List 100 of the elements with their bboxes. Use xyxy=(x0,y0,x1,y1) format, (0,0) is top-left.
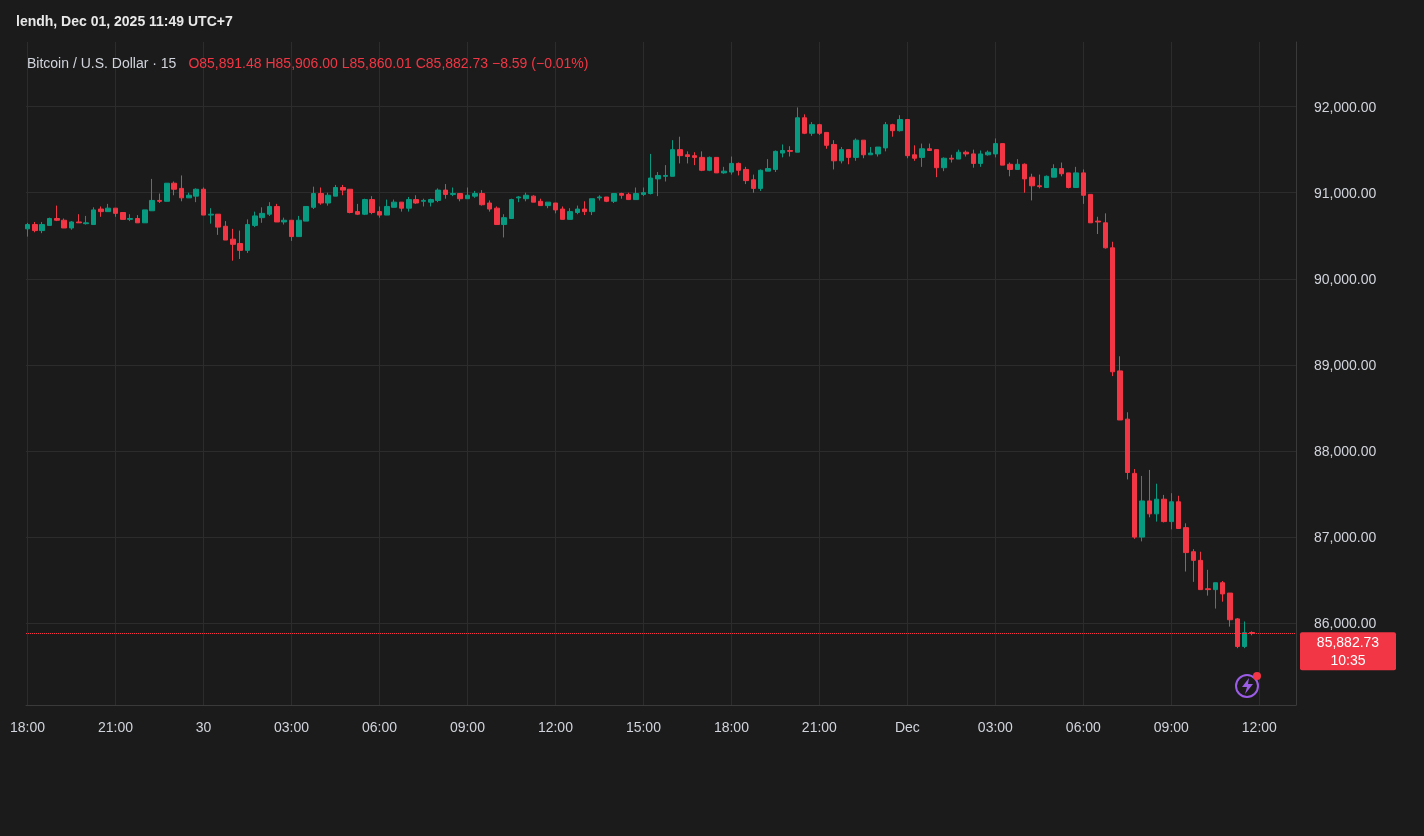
candlestick xyxy=(1037,174,1042,189)
candlestick xyxy=(971,149,976,169)
candlestick xyxy=(853,137,859,162)
candlestick xyxy=(1227,592,1233,628)
candlestick xyxy=(641,187,646,197)
candlestick xyxy=(1073,166,1079,189)
candlestick xyxy=(765,158,771,172)
candlestick xyxy=(883,121,888,152)
candlestick xyxy=(956,149,961,160)
candlestick xyxy=(127,213,133,222)
candlestick xyxy=(545,201,551,209)
candlestick xyxy=(949,154,954,164)
candlestick xyxy=(677,136,683,164)
candlestick xyxy=(809,121,815,137)
candlestick xyxy=(934,149,939,178)
candlestick xyxy=(582,200,587,216)
candlestick xyxy=(1103,212,1108,250)
candlestick xyxy=(179,174,184,202)
candlestick xyxy=(1088,193,1093,224)
candlestick xyxy=(787,145,793,158)
annotation: O85,891.48 H85,906.00 L85,860.01 C85,882.73 −8.59 (−0.01%) xyxy=(188,55,589,71)
candlestick xyxy=(1015,158,1020,170)
candlestick xyxy=(538,198,543,207)
candlestick xyxy=(399,201,404,213)
candlestick xyxy=(479,189,485,207)
text: Bitcoin / U.S. Dollar · 15 xyxy=(27,55,177,71)
candlestick xyxy=(274,203,280,223)
candlestick xyxy=(201,187,206,216)
candlestick xyxy=(523,192,529,202)
candlestick xyxy=(362,198,368,216)
candlestick xyxy=(890,123,895,138)
candlestick xyxy=(663,164,668,182)
candlestick xyxy=(919,143,925,168)
candlestick xyxy=(589,198,595,216)
candlestick xyxy=(670,139,675,177)
candlestick xyxy=(1117,355,1123,421)
candlestick xyxy=(1191,548,1196,583)
candlestick xyxy=(714,156,719,174)
y-tick-label: 88,000.00 xyxy=(1314,442,1377,459)
candlestick xyxy=(1161,494,1167,523)
candlestick xyxy=(868,146,873,156)
candlestick xyxy=(978,149,983,168)
candlestick xyxy=(1125,411,1130,480)
y-tick-label: 92,000.00 xyxy=(1314,98,1377,115)
candlestick xyxy=(406,196,412,213)
candlestick xyxy=(751,174,756,194)
x-tick-label: 18:00 xyxy=(713,719,750,735)
candlestick xyxy=(267,201,272,217)
candlestick xyxy=(1059,162,1064,177)
candlestick xyxy=(1029,173,1035,201)
x-tick-label: 03:00 xyxy=(977,719,1014,735)
candlestick xyxy=(1176,495,1181,529)
candlestick xyxy=(69,220,74,231)
x-tick-label: 12:00 xyxy=(537,719,574,735)
y-tick-label: 87,000.00 xyxy=(1314,529,1377,546)
candlestick xyxy=(98,205,104,218)
candlestick xyxy=(575,205,580,215)
chart-title: lendh, Dec 01, 2025 11:49 UTC+7 xyxy=(16,13,233,29)
candlestick xyxy=(465,187,470,200)
candlestick xyxy=(450,187,456,197)
candlestick xyxy=(1139,475,1145,542)
candlestick xyxy=(692,151,697,166)
candlestick xyxy=(171,180,177,196)
candlestick xyxy=(1242,620,1247,649)
x-tick-label: 06:00 xyxy=(1065,719,1102,735)
candlestick xyxy=(1081,168,1086,205)
candlestick xyxy=(795,106,800,153)
candlestick xyxy=(633,187,639,201)
candlestick xyxy=(531,194,536,203)
candlestick xyxy=(120,211,126,220)
candlestick xyxy=(597,194,602,201)
candlestick xyxy=(604,196,609,203)
candlestick xyxy=(355,203,360,216)
candlestick xyxy=(985,149,991,157)
x-tick-label: 21:00 xyxy=(97,719,134,735)
y-tick-label: 91,000.00 xyxy=(1314,184,1377,201)
candlestick xyxy=(443,183,448,200)
candlestick xyxy=(1007,162,1013,177)
candlestick xyxy=(311,186,316,210)
candlestick xyxy=(1051,163,1057,178)
candlestick xyxy=(963,149,969,158)
candlestick xyxy=(824,131,829,150)
candlestick xyxy=(1205,569,1211,597)
candlestick xyxy=(289,219,294,242)
candlestick xyxy=(472,190,478,199)
candlestick xyxy=(993,137,998,158)
candlestick xyxy=(333,184,338,197)
candlestick xyxy=(655,171,661,197)
candlestick xyxy=(648,153,653,195)
candlestick xyxy=(325,192,331,207)
candlestick xyxy=(1169,492,1174,530)
y-tick-label: 86,000.00 xyxy=(1314,615,1377,632)
x-tick-label: Dec xyxy=(894,719,920,735)
candlestick xyxy=(76,213,82,224)
candlestick xyxy=(817,123,822,136)
candlestick xyxy=(1147,469,1152,518)
y-tick-label: 90,000.00 xyxy=(1314,270,1377,287)
candlestick xyxy=(905,118,910,159)
candlestick xyxy=(157,193,162,204)
candlestick xyxy=(780,143,785,158)
